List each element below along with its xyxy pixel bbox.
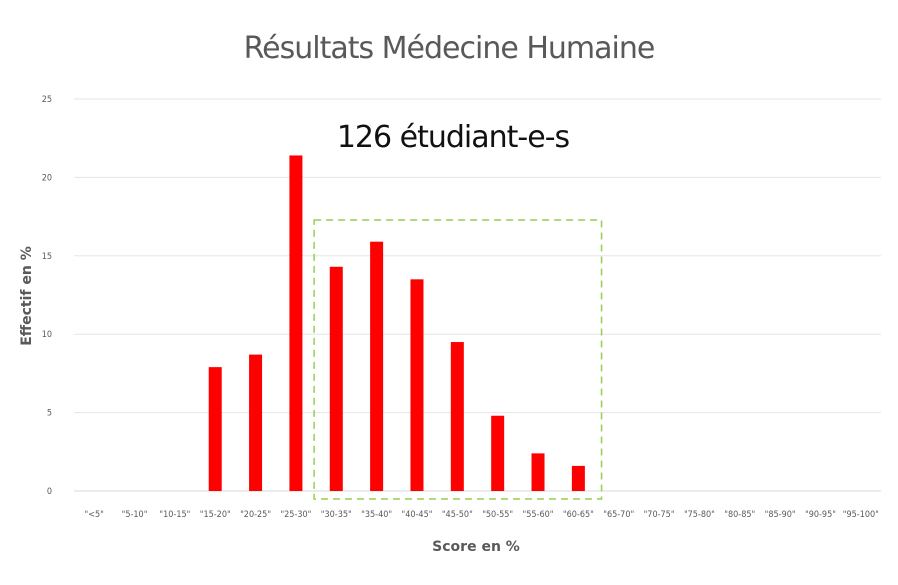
x-tick-label: "30-35": [321, 510, 352, 520]
bar-12: [571, 465, 585, 491]
bar-11: [531, 453, 545, 491]
y-tick-label: 10: [42, 330, 52, 340]
x-tick-label: "40-45": [401, 510, 432, 520]
x-tick-label: "80-85": [724, 510, 755, 520]
x-tick-label: "65-70": [603, 510, 634, 520]
student-count-annotation: 126 étudiant-e-s: [337, 120, 570, 155]
x-axis-ticks: "<5" "5-10" "10-15" "15-20" "20-25" "25-30" "3…: [84, 510, 878, 520]
x-tick-label: "5-10": [122, 510, 148, 520]
y-axis-ticks: 0 5 10 15 20 25: [42, 95, 52, 497]
y-tick-label: 5: [47, 409, 52, 419]
bars: [208, 155, 585, 491]
bar-4: [249, 354, 263, 491]
y-tick-label: 0: [47, 487, 52, 497]
chart-title: Résultats Médecine Humaine: [244, 31, 655, 66]
x-tick-label: "15-20": [200, 510, 231, 520]
y-axis-label: Effectif en %: [19, 246, 35, 346]
x-tick-label: "55-60": [523, 510, 554, 520]
y-tick-label: 20: [42, 173, 52, 183]
x-tick-label: "90-95": [805, 510, 836, 520]
x-tick-label: "50-55": [482, 510, 513, 520]
x-tick-label: "60-65": [563, 510, 594, 520]
bar-9: [450, 342, 464, 491]
x-tick-label: "45-50": [442, 510, 473, 520]
x-tick-label: "25-30": [280, 510, 311, 520]
x-tick-label: "70-75": [644, 510, 675, 520]
y-tick-label: 15: [42, 252, 52, 262]
gridlines: [74, 98, 881, 492]
x-tick-label: "10-15": [159, 510, 190, 520]
x-tick-label: "75-80": [684, 510, 715, 520]
x-tick-label: "20-25": [240, 510, 271, 520]
bar-8: [410, 279, 424, 491]
x-tick-label: "95-100": [843, 510, 879, 520]
x-tick-label: "<5": [84, 510, 103, 520]
x-tick-label: "85-90": [765, 510, 796, 520]
x-axis-label: Score en %: [432, 539, 520, 555]
bar-6: [329, 266, 343, 491]
bar-10: [491, 415, 505, 491]
x-tick-label: "35-40": [361, 510, 392, 520]
y-tick-label: 25: [42, 95, 52, 105]
bar-3: [208, 367, 222, 491]
bar-7: [370, 241, 384, 491]
bar-5: [289, 155, 303, 491]
highlight-box: [313, 219, 603, 500]
